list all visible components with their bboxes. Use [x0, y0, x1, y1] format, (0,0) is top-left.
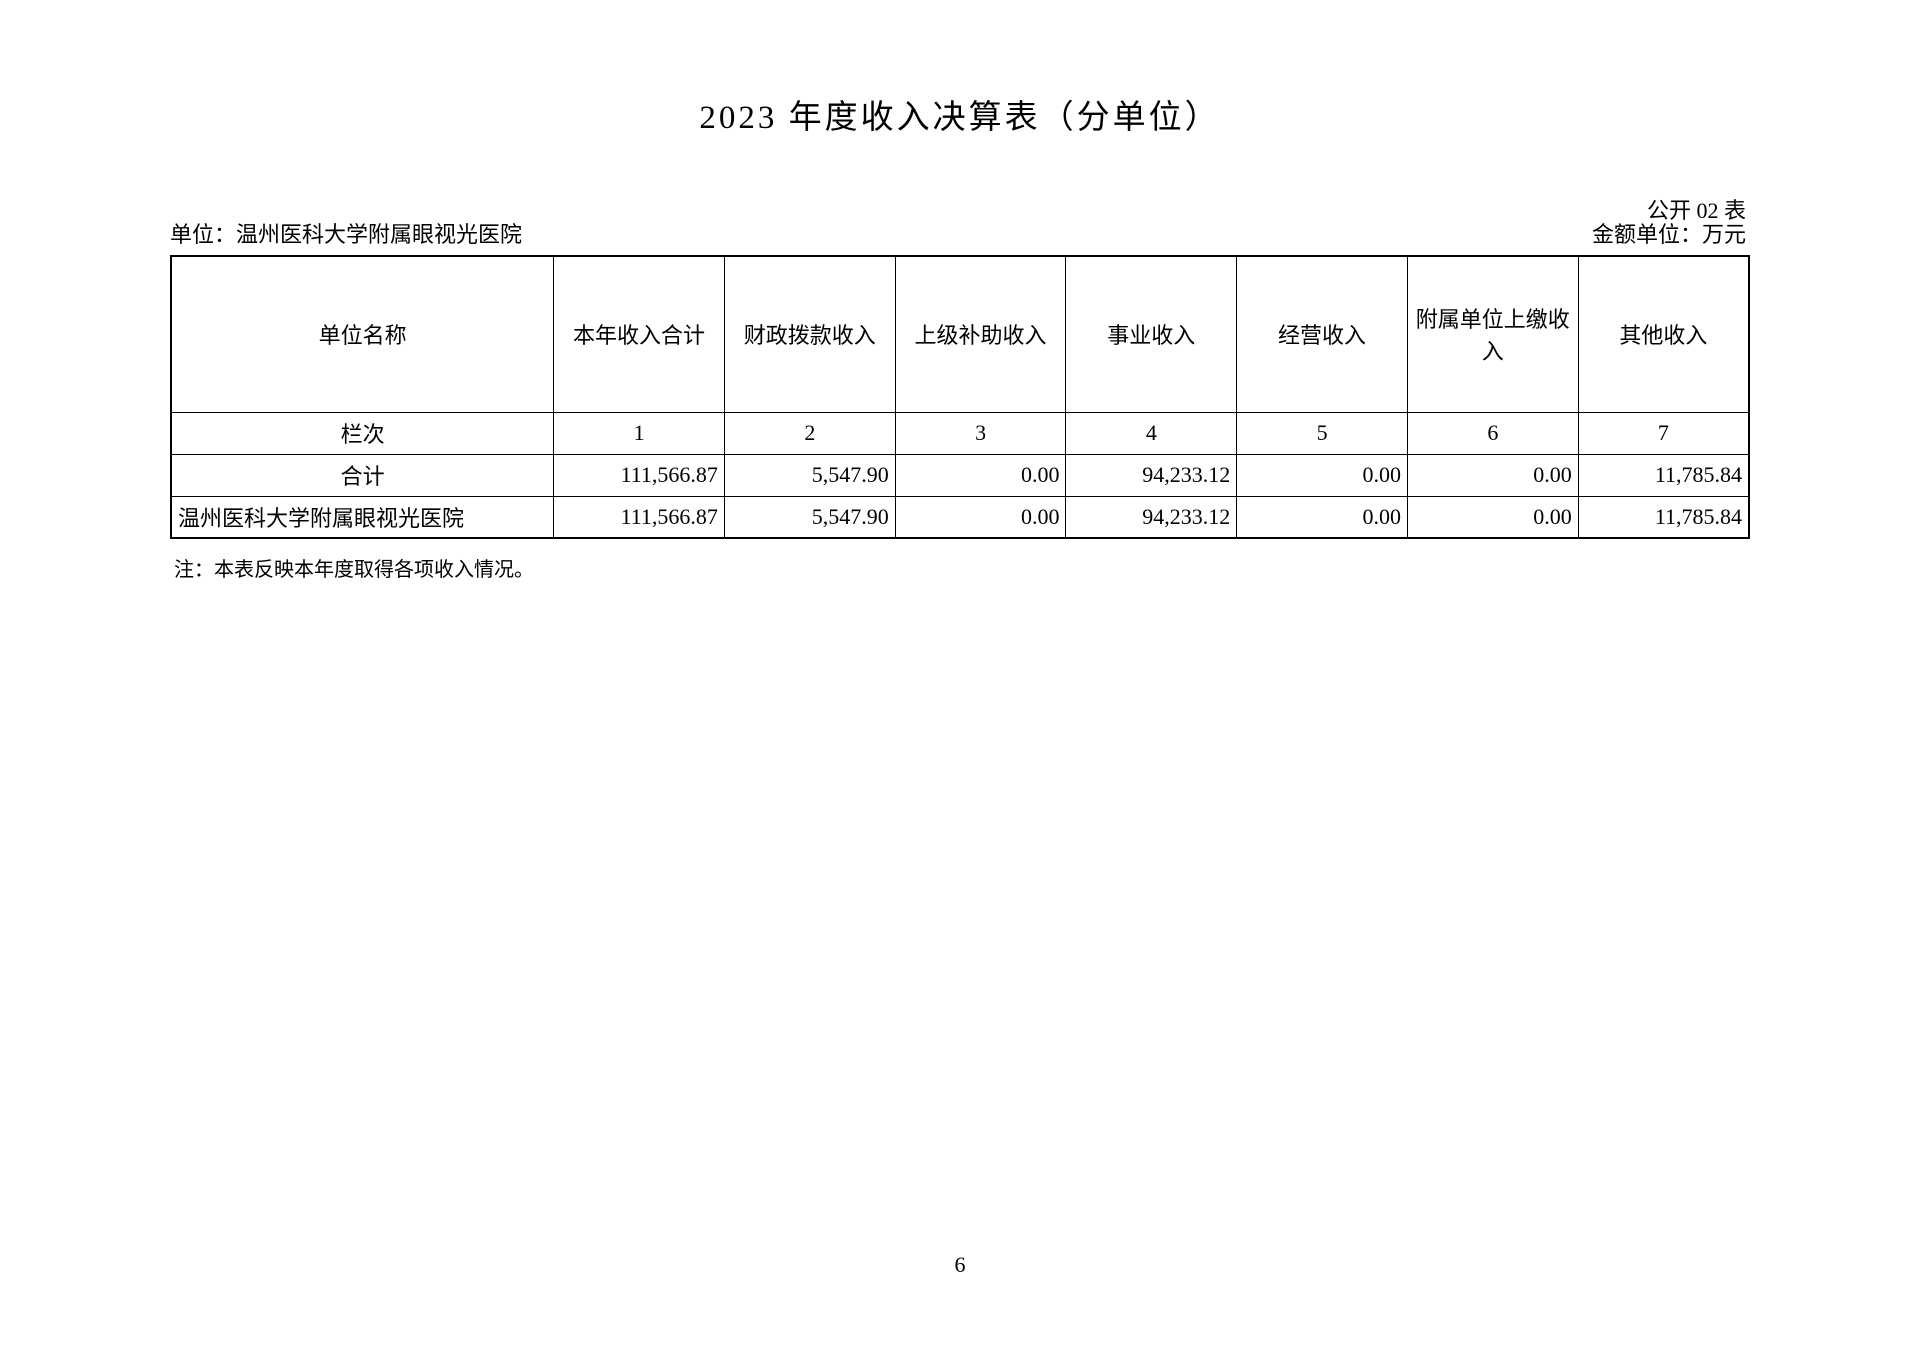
cell: 6	[1407, 412, 1578, 454]
table-header-info: 公开 02 表 单位：温州医科大学附属眼视光医院 金额单位：万元	[170, 193, 1750, 251]
page-title: 2023 年度收入决算表（分单位）	[170, 90, 1750, 138]
col-header-fiscal-income: 财政拨款收入	[724, 256, 895, 412]
cell: 3	[895, 412, 1066, 454]
cell-total-label: 合计	[171, 454, 554, 496]
cell: 5,547.90	[724, 496, 895, 538]
cell: 5,547.90	[724, 454, 895, 496]
table-row: 温州医科大学附属眼视光医院 111,566.87 5,547.90 0.00 9…	[171, 496, 1749, 538]
cell: 11,785.84	[1578, 496, 1749, 538]
cell: 2	[724, 412, 895, 454]
col-header-subordinate-payment: 附属单位上缴收入	[1407, 256, 1578, 412]
col-header-other-income: 其他收入	[1578, 256, 1749, 412]
cell: 1	[554, 412, 725, 454]
col-header-business-income: 事业收入	[1066, 256, 1237, 412]
unit-label: 单位：	[170, 222, 236, 247]
col-header-unit-name: 单位名称	[171, 256, 554, 412]
unit-name: 温州医科大学附属眼视光医院	[236, 222, 522, 247]
table-header-row: 单位名称 本年收入合计 财政拨款收入 上级补助收入 事业收入 经营收入 附属单位…	[171, 256, 1749, 412]
cell: 111,566.87	[554, 454, 725, 496]
col-header-operating-income: 经营收入	[1237, 256, 1408, 412]
amount-unit: 金额单位：万元	[1592, 217, 1746, 249]
cell: 0.00	[1407, 496, 1578, 538]
cell: 栏次	[171, 412, 554, 454]
cell: 4	[1066, 412, 1237, 454]
cell: 7	[1578, 412, 1749, 454]
cell: 0.00	[895, 454, 1066, 496]
page-number: 6	[0, 1252, 1920, 1278]
cell: 0.00	[1407, 454, 1578, 496]
cell: 111,566.87	[554, 496, 725, 538]
cell: 94,233.12	[1066, 454, 1237, 496]
total-row: 合计 111,566.87 5,547.90 0.00 94,233.12 0.…	[171, 454, 1749, 496]
cell: 94,233.12	[1066, 496, 1237, 538]
cell: 0.00	[895, 496, 1066, 538]
income-table: 单位名称 本年收入合计 财政拨款收入 上级补助收入 事业收入 经营收入 附属单位…	[170, 255, 1750, 539]
cell: 5	[1237, 412, 1408, 454]
cell: 0.00	[1237, 454, 1408, 496]
cell: 11,785.84	[1578, 454, 1749, 496]
cell: 0.00	[1237, 496, 1408, 538]
col-header-superior-subsidy: 上级补助收入	[895, 256, 1066, 412]
table-note: 注：本表反映本年度取得各项收入情况。	[170, 553, 1750, 582]
col-header-total-income: 本年收入合计	[554, 256, 725, 412]
unit-info: 单位：温州医科大学附属眼视光医院	[170, 217, 522, 249]
cell-row-name: 温州医科大学附属眼视光医院	[171, 496, 554, 538]
column-index-row: 栏次 1 2 3 4 5 6 7	[171, 412, 1749, 454]
